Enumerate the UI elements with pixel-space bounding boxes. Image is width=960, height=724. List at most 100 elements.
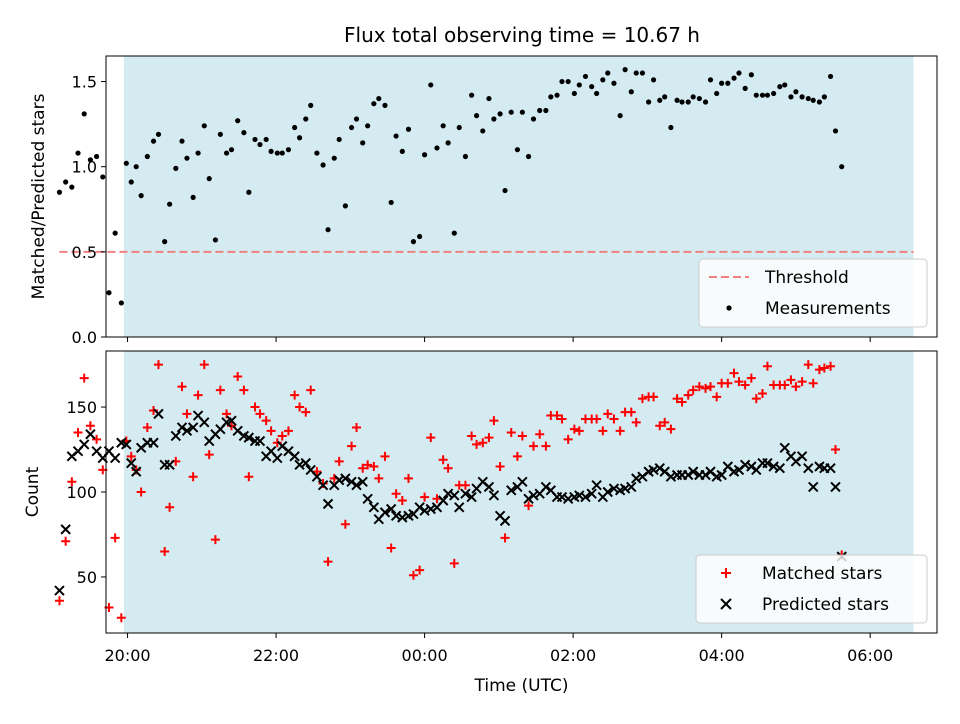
data-point <box>150 138 157 144</box>
data-point <box>61 536 71 546</box>
data-point <box>54 585 65 596</box>
data-point <box>832 128 839 134</box>
data-point <box>162 239 168 245</box>
data-point <box>654 463 665 474</box>
data-point <box>782 82 788 88</box>
data-point <box>648 464 659 476</box>
data-point <box>420 492 430 502</box>
data-point <box>786 375 796 385</box>
data-point <box>774 463 786 474</box>
data-point <box>662 94 668 100</box>
data-point <box>690 94 696 100</box>
data-point <box>368 502 380 513</box>
data-point <box>748 72 754 78</box>
data-point <box>649 392 659 402</box>
data-point <box>121 439 132 450</box>
x-tick-label: 00:00 <box>402 646 448 665</box>
data-point <box>483 481 495 493</box>
data-point <box>176 422 188 433</box>
data-point <box>608 483 620 494</box>
data-point <box>484 433 494 443</box>
data-point <box>173 165 179 171</box>
data-point <box>188 472 198 482</box>
data-point <box>725 80 731 86</box>
data-point <box>674 97 680 103</box>
data-point <box>112 230 118 236</box>
data-point <box>148 437 159 448</box>
data-point <box>351 479 362 491</box>
data-point <box>369 462 379 472</box>
data-point <box>376 95 382 102</box>
data-point <box>342 203 348 209</box>
data-point <box>615 426 625 436</box>
series-measurements <box>56 67 845 306</box>
data-point <box>133 164 139 170</box>
data-point <box>79 373 89 383</box>
y-axis-label: Count <box>23 466 43 517</box>
data-point <box>257 141 263 148</box>
data-point <box>779 442 790 454</box>
data-point <box>556 491 568 503</box>
data-point <box>308 102 314 108</box>
data-point <box>525 153 532 160</box>
data-point <box>831 445 841 455</box>
data-point <box>325 227 331 233</box>
data-point <box>569 424 579 434</box>
data-point <box>212 237 219 243</box>
data-point <box>594 90 600 97</box>
data-point <box>382 102 388 108</box>
data-point <box>142 422 152 432</box>
data-point <box>677 397 687 407</box>
data-point <box>592 414 602 424</box>
data-point <box>434 145 440 151</box>
data-point <box>586 488 597 499</box>
x-tick-label: 06:00 <box>847 646 893 665</box>
data-point <box>480 128 486 134</box>
data-point <box>206 176 212 182</box>
data-point <box>591 479 602 491</box>
data-point <box>301 407 311 417</box>
data-point <box>548 94 554 100</box>
data-point <box>190 194 196 200</box>
data-point <box>380 451 390 461</box>
data-point <box>130 466 142 477</box>
data-point <box>426 433 436 443</box>
data-point <box>386 543 396 553</box>
data-point <box>246 189 252 195</box>
data-point <box>665 471 677 482</box>
data-point <box>451 230 457 236</box>
data-point <box>333 474 345 486</box>
data-point <box>199 417 210 428</box>
data-point <box>347 441 357 451</box>
data-point <box>797 377 807 387</box>
data-point <box>712 392 722 402</box>
data-point <box>54 596 64 606</box>
data-point <box>563 434 573 444</box>
data-point <box>830 481 841 493</box>
data-point <box>714 90 720 97</box>
data-point <box>535 429 545 439</box>
data-point <box>631 473 642 484</box>
data-point <box>352 422 362 432</box>
data-point <box>233 371 243 381</box>
data-point <box>397 495 407 505</box>
data-point <box>363 460 373 470</box>
legend-label: Threshold <box>764 268 849 288</box>
series-matched-stars <box>54 360 847 623</box>
data-point <box>839 164 845 170</box>
data-point <box>491 116 497 122</box>
data-point <box>244 472 254 482</box>
data-point <box>153 360 163 370</box>
data-point <box>283 426 293 436</box>
data-point <box>565 78 571 85</box>
data-point <box>274 150 280 156</box>
data-point <box>438 455 448 465</box>
data-point <box>126 451 136 461</box>
data-point <box>437 495 449 506</box>
data-point <box>466 491 477 503</box>
data-point <box>92 434 102 444</box>
data-point <box>167 201 173 207</box>
data-point <box>110 533 120 543</box>
data-point <box>69 184 75 190</box>
data-point <box>746 373 756 383</box>
